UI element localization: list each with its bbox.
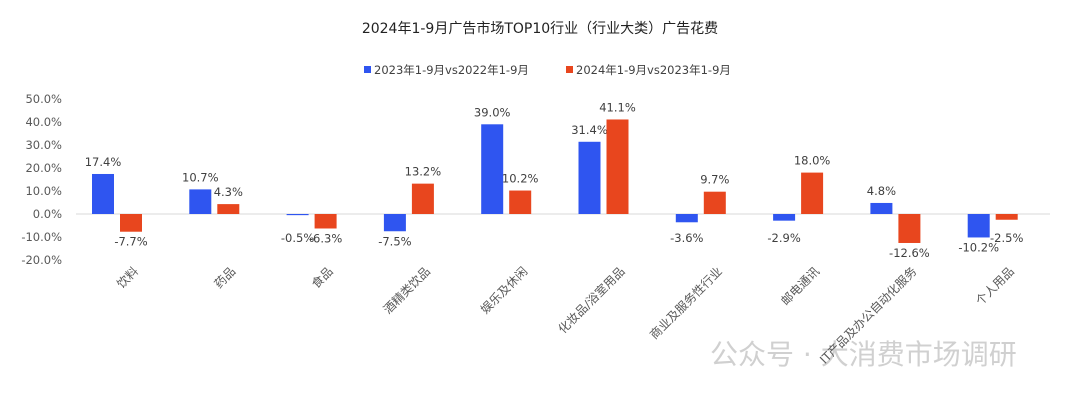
category-label: 邮电通讯 [778, 264, 822, 308]
category-label: 酒精类饮品 [381, 264, 433, 316]
bar-2024 [509, 190, 532, 214]
data-label: 41.1% [599, 100, 636, 114]
bar-2024 [801, 172, 824, 214]
data-label: -7.5% [378, 234, 411, 248]
bar-2023 [481, 124, 504, 214]
data-label: 10.7% [182, 170, 219, 184]
bar-2023 [189, 189, 212, 214]
data-label: -7.7% [114, 235, 147, 249]
category-label: 商业及服务性行业 [646, 264, 724, 342]
y-tick-label: -10.0% [21, 230, 62, 244]
y-tick-label: 30.0% [25, 138, 62, 152]
y-tick-label: 20.0% [25, 161, 62, 175]
bar-2023 [773, 214, 796, 221]
legend-swatch [566, 66, 573, 73]
bar-2024 [995, 214, 1018, 220]
category-label: 个人用品 [973, 264, 1017, 308]
bar-2023 [675, 214, 698, 223]
bar-2023 [870, 202, 893, 214]
bar-2024 [120, 214, 142, 232]
data-label: -6.3% [309, 231, 342, 245]
y-tick-label: 0.0% [33, 207, 62, 221]
bar-2023 [578, 141, 601, 214]
bars: 17.4% -7.7% 10.7%4.3% -0.5%-6.3% -7.5% 13.2% 3… [85, 100, 1024, 260]
data-label: 18.0% [794, 154, 831, 168]
data-label: 13.2% [405, 165, 442, 179]
data-label: -10.2% [958, 240, 999, 254]
bar-2024 [703, 191, 726, 214]
y-tick-label: 50.0% [25, 92, 62, 106]
data-label: -2.9% [767, 231, 800, 245]
bar-2024 [314, 214, 337, 229]
data-label: 9.7% [700, 173, 729, 187]
data-label: 39.0% [474, 105, 511, 119]
bar-2024 [411, 183, 434, 214]
bar-2023 [967, 214, 990, 238]
bar-2024 [606, 119, 629, 214]
data-label: -3.6% [670, 231, 703, 245]
data-label: 31.4% [571, 123, 608, 137]
data-label: 4.3% [214, 185, 243, 199]
y-tick-label: 10.0% [25, 184, 62, 198]
legend: 2023年1-9月vs2022年1-9月 2024年1-9月vs2023年1-9月 [364, 63, 731, 77]
category-label: 饮料 [114, 264, 141, 291]
category-label: 化妆品/浴室用品 [555, 264, 628, 337]
y-axis: 50.0% 40.0% 30.0% 20.0% 10.0% 0.0% -10.0% -20.0… [21, 92, 62, 267]
bar-2024 [898, 214, 921, 243]
chart-title: 2024年1-9月广告市场TOP10行业（行业大类）广告花费 [362, 20, 718, 37]
data-label: -12.6% [889, 246, 930, 260]
category-label: 食品 [308, 264, 336, 292]
category-label: 娱乐及休闲 [478, 264, 530, 316]
data-label: 17.4% [85, 155, 122, 169]
data-label: 10.2% [502, 172, 539, 186]
y-tick-label: -20.0% [21, 253, 62, 267]
bar-2023 [383, 214, 406, 232]
legend-label: 2023年1-9月vs2022年1-9月 [374, 63, 529, 77]
bar-2023 [92, 173, 114, 214]
legend-swatch [364, 66, 371, 73]
data-label: -0.5% [281, 231, 314, 245]
y-tick-label: 40.0% [25, 115, 62, 129]
data-label: -2.5% [990, 231, 1023, 245]
category-label: 药品 [212, 264, 239, 291]
watermark-text: 公众号 · 大消费市场调研 [710, 338, 1017, 371]
bar-2023 [286, 214, 309, 216]
bar-2024 [217, 204, 240, 214]
legend-label: 2024年1-9月vs2023年1-9月 [576, 63, 731, 77]
data-label: 4.8% [867, 184, 896, 198]
